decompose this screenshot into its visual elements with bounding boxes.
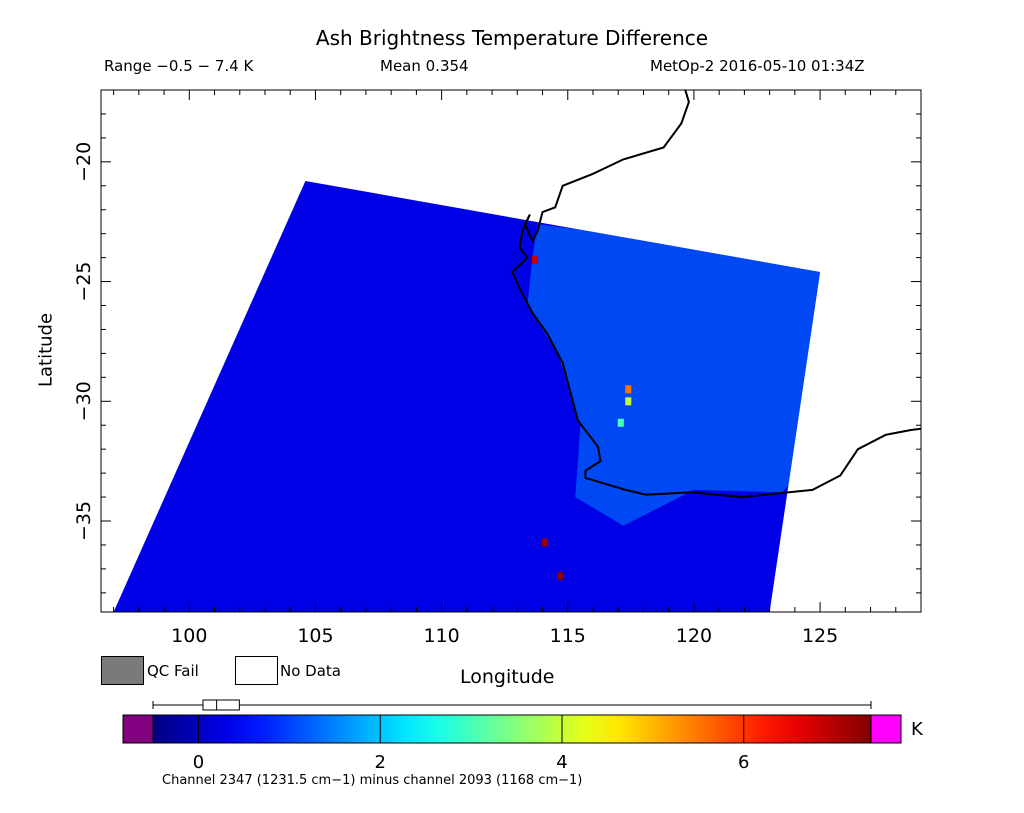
satellite-time-text: MetOp-2 2016-05-10 01:34Z: [650, 57, 865, 75]
x-tick-label: 120: [676, 625, 712, 647]
mean-text: Mean 0.354: [380, 57, 469, 75]
swath-group: [113, 90, 921, 612]
y-tick-label: −20: [73, 142, 95, 182]
x-tick-label: 125: [802, 625, 838, 647]
y-tick-label: −35: [73, 501, 95, 541]
colorbar-unit: K: [911, 719, 923, 740]
hotspot-pixel: [532, 256, 538, 264]
coastline: [511, 90, 921, 499]
y-tick-label: −30: [73, 381, 95, 421]
land-region-group: [527, 224, 821, 526]
boxplot-box: [202, 699, 240, 711]
colorbar-under: [122, 714, 154, 744]
qc-fail-swatch: [101, 656, 144, 685]
x-tick-label: 105: [297, 625, 333, 647]
colorbar-tick-label: 6: [738, 752, 749, 773]
range-text: Range −0.5 − 7.4 K: [104, 57, 254, 75]
y-axis-label: Latitude: [35, 312, 57, 388]
no-data-swatch: [235, 656, 278, 685]
colorbar-tick-label: 4: [556, 752, 567, 773]
x-tick-label: 110: [423, 625, 459, 647]
hotspot-pixel: [625, 397, 632, 406]
colorbar-over: [870, 714, 902, 744]
hotspot-pixel: [625, 385, 632, 394]
land-enhanced-region: [527, 224, 821, 526]
hotspot-pixel: [542, 538, 549, 547]
channel-footnote: Channel 2347 (1231.5 cm−1) minus channel…: [162, 773, 583, 788]
plot-frame: [100, 89, 922, 613]
y-tick-label: −25: [73, 262, 95, 302]
x-axis-label: Longitude: [460, 666, 555, 688]
colorbar-tick-label: 0: [193, 752, 204, 773]
chart-title: Ash Brightness Temperature Difference: [315, 26, 709, 50]
hotspot-pixel: [617, 418, 624, 427]
qc-fail-label: QC Fail: [147, 662, 199, 680]
hotspot-pixel: [557, 572, 564, 581]
x-tick-label: 100: [171, 625, 207, 647]
colorbar-tick-label: 2: [374, 752, 385, 773]
colorbar-gradient: [152, 714, 872, 744]
no-data-label: No Data: [280, 662, 341, 680]
x-tick-label: 115: [550, 625, 586, 647]
